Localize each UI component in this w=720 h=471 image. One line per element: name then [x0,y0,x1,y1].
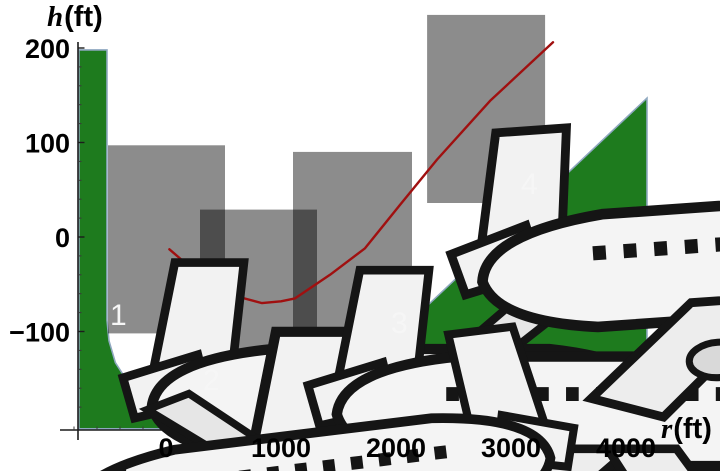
y-tick-label: −100 [9,318,70,348]
y-axis-unit: (ft) [64,1,103,33]
x-tick-label: 4000 [596,433,656,463]
y-tick-label: 0 [55,223,70,253]
tick-labels: 0 1000 2000 3000 4000 −100 0 100 200 [9,34,656,463]
frame-label-2: 2 [203,364,220,397]
frame-label-1: 1 [110,299,127,332]
frame-label-3: 3 [391,307,408,340]
x-tick-label: 0 [158,433,173,463]
y-axis-symbol: h [47,1,64,33]
y-axis-title: h(ft) [47,1,103,34]
x-tick-label: 1000 [251,433,311,463]
y-tick-label: 200 [25,34,70,64]
frame-label-4: 4 [521,168,538,201]
y-tick-label: 100 [25,129,70,159]
x-axis-symbol: r [661,413,673,445]
x-axis-title: r(ft) [661,413,712,446]
x-axis-unit: (ft) [673,413,712,445]
x-tick-label: 3000 [481,433,541,463]
x-tick-label: 2000 [366,433,426,463]
